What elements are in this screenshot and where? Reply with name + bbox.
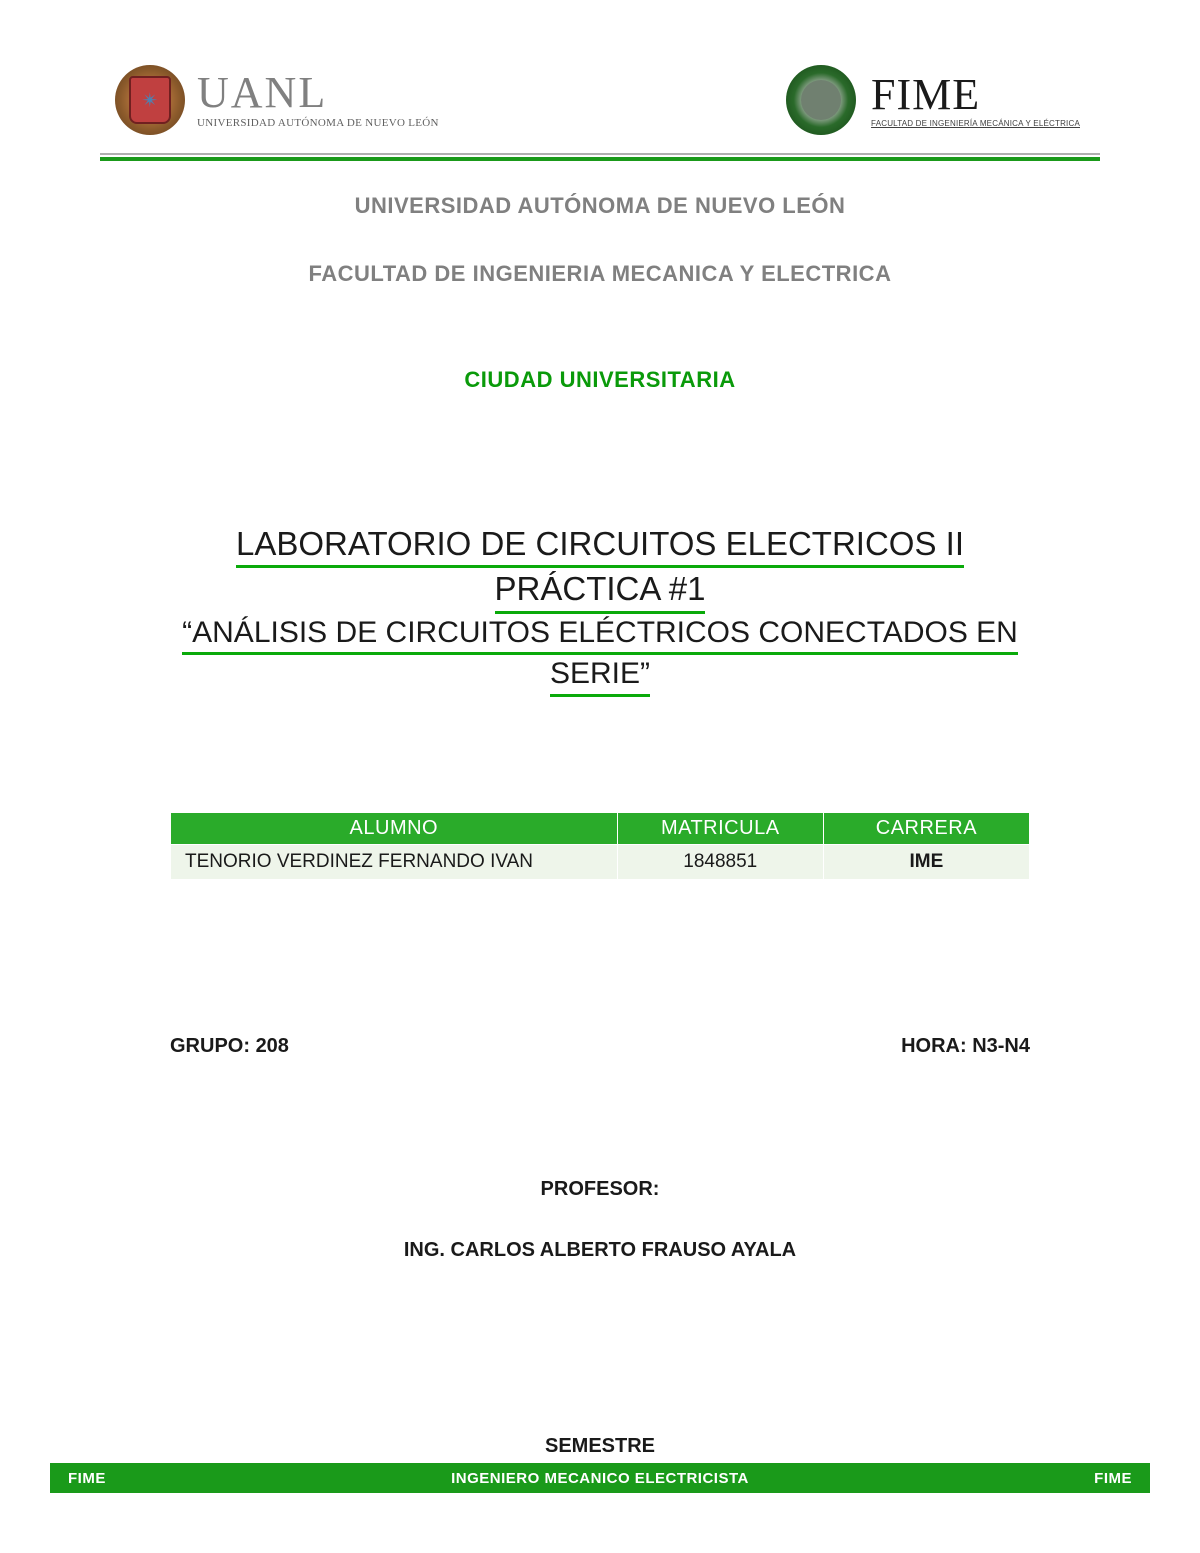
professor-name: ING. CARLOS ALBERTO FRAUSO AYALA (0, 1239, 1200, 1262)
th-carrera: CARRERA (823, 812, 1029, 844)
fime-text-block: FIME FACULTAD DE INGENIERÍA MECÁNICA Y E… (871, 73, 1080, 128)
footer-right: FIME (1094, 1470, 1132, 1487)
headings: UNIVERSIDAD AUTÓNOMA DE NUEVO LEÓN FACUL… (0, 193, 1200, 393)
grupo-label: GRUPO: (170, 1035, 250, 1057)
semester-label: SEMESTRE (0, 1432, 1200, 1460)
fime-seal-icon (786, 65, 856, 135)
title-line-4: SERIE” (550, 655, 650, 697)
university-heading: UNIVERSIDAD AUTÓNOMA DE NUEVO LEÓN (0, 193, 1200, 219)
fime-logo-subtext: FACULTAD DE INGENIERÍA MECÁNICA Y ELÉCTR… (871, 119, 1080, 128)
title-block: LABORATORIO DE CIRCUITOS ELECTRICOS II P… (0, 523, 1200, 697)
uanl-logo-block: UANL UNIVERSIDAD AUTÓNOMA DE NUEVO LEÓN (115, 65, 439, 135)
header-divider (100, 153, 1100, 161)
title-line-1: LABORATORIO DE CIRCUITOS ELECTRICOS II (236, 523, 964, 568)
grupo: GRUPO: 208 (170, 1035, 289, 1058)
hora: HORA: N3-N4 (901, 1035, 1030, 1058)
header-logos: UANL UNIVERSIDAD AUTÓNOMA DE NUEVO LEÓN … (0, 0, 1200, 135)
uanl-logo-text: UANL (197, 71, 439, 115)
grupo-value: 208 (256, 1035, 289, 1057)
uanl-text-block: UANL UNIVERSIDAD AUTÓNOMA DE NUEVO LEÓN (197, 71, 439, 129)
table-row: TENORIO VERDINEZ FERNANDO IVAN 1848851 I… (171, 844, 1030, 879)
footer-bar: FIME INGENIERO MECANICO ELECTRICISTA FIM… (50, 1463, 1150, 1493)
hora-value: N3-N4 (972, 1035, 1030, 1057)
td-matricula: 1848851 (617, 844, 823, 879)
uanl-logo-subtext: UNIVERSIDAD AUTÓNOMA DE NUEVO LEÓN (197, 117, 439, 129)
table-header-row: ALUMNO MATRICULA CARRERA (171, 812, 1030, 844)
fime-logo-block: FIME FACULTAD DE INGENIERÍA MECÁNICA Y E… (786, 65, 1080, 135)
group-hour-row: GRUPO: 208 HORA: N3-N4 (0, 1035, 1200, 1058)
td-alumno: TENORIO VERDINEZ FERNANDO IVAN (171, 844, 618, 879)
footer-center: INGENIERO MECANICO ELECTRICISTA (451, 1470, 749, 1487)
campus-heading: CIUDAD UNIVERSITARIA (0, 367, 1200, 393)
student-table: ALUMNO MATRICULA CARRERA TENORIO VERDINE… (170, 812, 1030, 880)
title-line-3: “ANÁLISIS DE CIRCUITOS ELÉCTRICOS CONECT… (182, 614, 1018, 656)
title-line-2: PRÁCTICA #1 (495, 568, 706, 613)
footer-left: FIME (68, 1470, 106, 1487)
faculty-heading: FACULTAD DE INGENIERIA MECANICA Y ELECTR… (0, 261, 1200, 287)
uanl-seal-icon (115, 65, 185, 135)
hora-label: HORA: (901, 1035, 967, 1057)
th-alumno: ALUMNO (171, 812, 618, 844)
th-matricula: MATRICULA (617, 812, 823, 844)
fime-logo-text: FIME (871, 73, 980, 117)
td-carrera: IME (823, 844, 1029, 879)
professor-block: PROFESOR: ING. CARLOS ALBERTO FRAUSO AYA… (0, 1178, 1200, 1262)
professor-label: PROFESOR: (0, 1178, 1200, 1201)
